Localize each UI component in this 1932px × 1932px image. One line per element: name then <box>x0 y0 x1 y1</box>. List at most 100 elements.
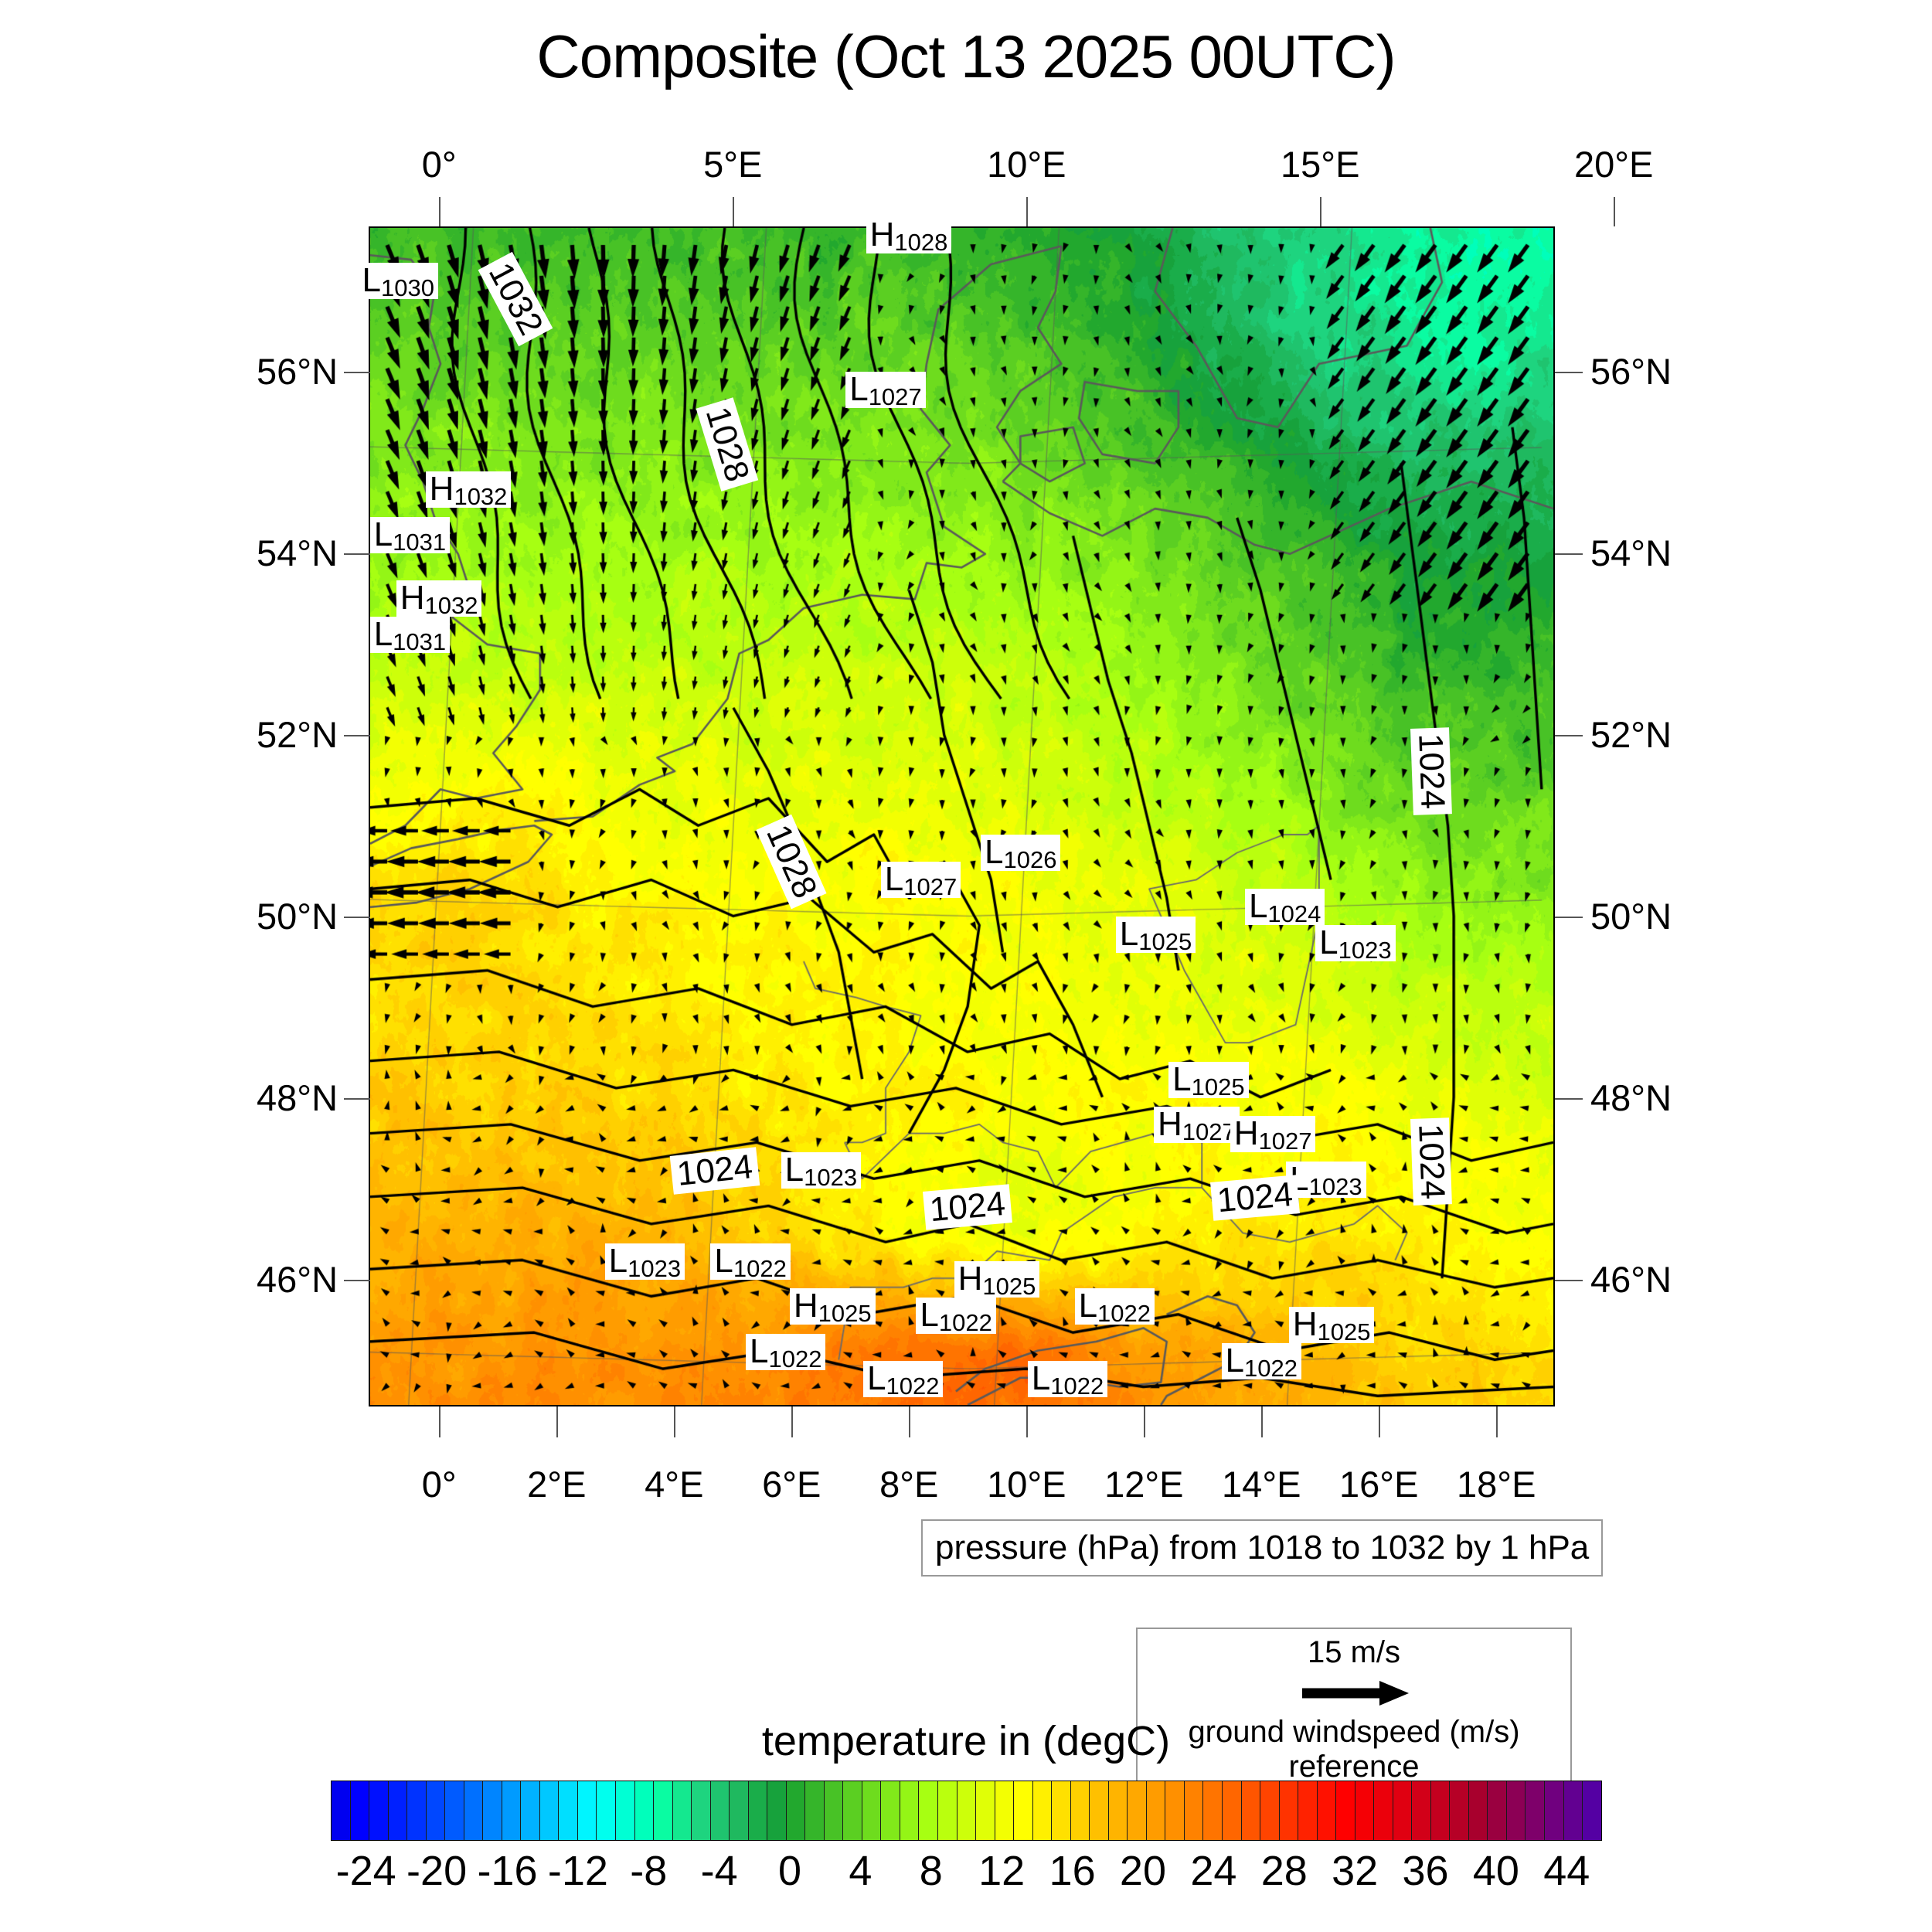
wind-arrow-icon <box>1302 1681 1409 1706</box>
wind-caption-label: ground windspeed (m/s) reference <box>1188 1715 1520 1784</box>
colorbar-tick-7: 4 <box>849 1848 872 1894</box>
axis-tick-left-0 <box>344 371 370 373</box>
pressure-center-value: 1024 <box>1267 900 1321 928</box>
colorbar-swatch-6 <box>445 1781 464 1840</box>
pressure-center-label: L1022 <box>916 1298 996 1335</box>
colorbar-tick-13: 28 <box>1260 1848 1308 1894</box>
colorbar-swatch-12 <box>559 1781 578 1840</box>
pressure-center-label: L1031 <box>369 617 451 654</box>
isobar-value-label: 1024 <box>923 1183 1012 1230</box>
pressure-center-label: L1027 <box>880 862 961 899</box>
pressure-center-label: H1032 <box>396 580 482 617</box>
colorbar-swatch-13 <box>577 1781 597 1840</box>
pressure-center-type: H <box>869 216 895 254</box>
pressure-center-value: 1025 <box>818 1300 872 1328</box>
axis-tick-label-top-2: 10°E <box>987 144 1066 185</box>
colorbar-swatch-61 <box>1488 1781 1507 1840</box>
pressure-center-label: H1028 <box>866 216 952 257</box>
isobar-value-label: 1024 <box>1410 1117 1453 1206</box>
axis-tick-top-3 <box>1320 197 1322 226</box>
colorbar-swatch-7 <box>464 1781 484 1840</box>
axis-tick-label-bottom-2: 4°E <box>645 1464 704 1505</box>
temperature-colorbar[interactable] <box>331 1781 1602 1841</box>
colorbar-swatch-19 <box>692 1781 711 1840</box>
pressure-legend: pressure (hPa) from 1018 to 1032 by 1 hP… <box>921 1519 1604 1577</box>
colorbar-tick-6: 0 <box>777 1848 802 1894</box>
pressure-center-value: 1025 <box>1138 927 1192 955</box>
pressure-center-value: 1022 <box>886 1372 940 1400</box>
axis-tick-label-left-0: 56°N <box>257 350 338 392</box>
colorbar-tick-2: -16 <box>477 1848 538 1894</box>
pressure-center-type: L <box>1172 1060 1192 1098</box>
axis-tick-bottom-7 <box>1261 1406 1264 1437</box>
pressure-center-value: 1030 <box>380 274 434 301</box>
pressure-center-label: L1026 <box>980 834 1061 872</box>
pressure-center-value: 1028 <box>894 229 948 257</box>
axis-tick-label-bottom-1: 2°E <box>527 1464 587 1505</box>
colorbar-swatch-24 <box>786 1781 806 1840</box>
pressure-center-type: L <box>1031 1359 1051 1398</box>
axis-tick-left-3 <box>344 916 370 918</box>
colorbar-title: temperature in (degC) <box>761 1718 1171 1764</box>
axis-tick-right-1 <box>1555 553 1583 555</box>
pressure-center-type: H <box>1157 1105 1182 1144</box>
colorbar-tick-4: -8 <box>630 1848 668 1894</box>
pressure-center-type: H <box>1233 1114 1259 1153</box>
axis-tick-label-bottom-8: 16°E <box>1339 1464 1419 1505</box>
colorbar-swatch-14 <box>597 1781 616 1840</box>
colorbar-swatch-51 <box>1298 1781 1318 1840</box>
colorbar-swatch-9 <box>502 1781 522 1840</box>
pressure-center-value: 1022 <box>1244 1354 1298 1382</box>
axis-tick-top-1 <box>733 197 735 226</box>
pressure-center-label: L1022 <box>863 1361 944 1400</box>
wind-reference-legend: 15 m/s ground windspeed (m/s) reference <box>1136 1628 1572 1791</box>
colorbar-swatch-22 <box>748 1781 768 1840</box>
pressure-center-type: L <box>1119 914 1139 953</box>
axis-tick-bottom-5 <box>1026 1406 1029 1437</box>
pressure-center-type: L <box>784 1151 804 1189</box>
pressure-center-type: L <box>714 1241 733 1280</box>
colorbar-swatch-64 <box>1545 1781 1564 1840</box>
axis-tick-bottom-0 <box>439 1406 441 1437</box>
pressure-center-value: 1022 <box>1097 1300 1151 1328</box>
axis-tick-label-bottom-0: 0° <box>421 1464 457 1505</box>
pressure-center-label: H1025 <box>789 1288 876 1328</box>
axis-tick-bottom-8 <box>1379 1406 1381 1437</box>
pressure-center-type: L <box>608 1241 628 1280</box>
pressure-center-type: L <box>373 515 393 553</box>
colorbar-swatch-21 <box>730 1781 749 1840</box>
colorbar-swatch-16 <box>634 1781 655 1840</box>
colorbar-swatch-39 <box>1070 1781 1090 1840</box>
pressure-center-type: L <box>1319 923 1338 962</box>
colorbar-swatch-0 <box>332 1781 351 1840</box>
pressure-center-label: L1022 <box>746 1332 826 1371</box>
axis-tick-right-2 <box>1555 734 1583 736</box>
pressure-center-label: H1025 <box>1288 1306 1375 1344</box>
colorbar-swatch-33 <box>957 1781 977 1840</box>
colorbar-swatch-41 <box>1108 1781 1128 1840</box>
colorbar-swatch-53 <box>1336 1781 1355 1840</box>
pressure-center-value: 1023 <box>1338 937 1392 964</box>
colorbar-tick-0: -24 <box>335 1848 396 1894</box>
page-title: Composite (Oct 13 2025 00UTC) <box>536 22 1396 90</box>
colorbar-tick-8: 8 <box>919 1848 943 1894</box>
pressure-center-type: L <box>750 1332 769 1371</box>
pressure-center-label: L1022 <box>710 1241 791 1282</box>
axis-tick-label-bottom-4: 8°E <box>879 1464 939 1505</box>
pressure-center-value: 1022 <box>1050 1372 1104 1400</box>
weather-map[interactable] <box>369 226 1555 1406</box>
pressure-center-type: L <box>362 260 381 299</box>
colorbar-swatch-10 <box>521 1781 540 1840</box>
pressure-center-label: L1027 <box>845 371 926 409</box>
pressure-center-value: 1023 <box>628 1254 682 1282</box>
colorbar-swatch-31 <box>919 1781 938 1840</box>
colorbar-swatch-54 <box>1355 1781 1375 1840</box>
colorbar-swatch-60 <box>1468 1781 1488 1840</box>
axis-tick-right-3 <box>1555 916 1583 918</box>
pressure-center-label: L1023 <box>1315 923 1396 964</box>
axis-tick-label-bottom-3: 6°E <box>762 1464 821 1505</box>
axis-tick-label-top-3: 15°E <box>1281 144 1360 185</box>
pressure-center-value: 1022 <box>733 1254 787 1282</box>
pressure-center-label: H1027 <box>1230 1114 1316 1153</box>
colorbar-swatch-32 <box>938 1781 957 1840</box>
